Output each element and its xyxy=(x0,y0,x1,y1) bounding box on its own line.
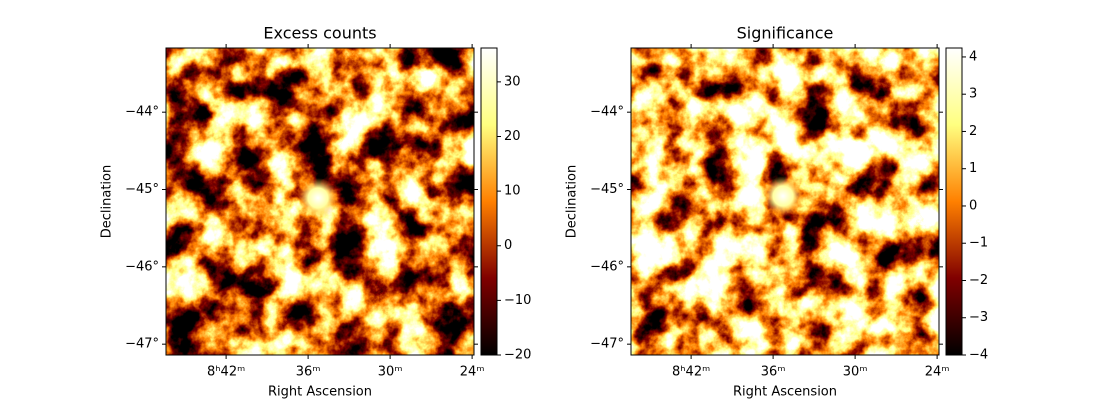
x-tick-label: 36ᵐ xyxy=(761,365,786,380)
y-tick-label: −44° xyxy=(590,105,624,120)
y-axis-label: Declination xyxy=(565,165,580,239)
y-tick-label: −45° xyxy=(590,182,624,197)
axes-frame xyxy=(165,47,475,356)
x-tick-label: 36ᵐ xyxy=(296,365,321,380)
colorbar xyxy=(480,47,498,356)
y-tick-label: −44° xyxy=(125,105,159,120)
y-tick-label: −46° xyxy=(590,259,624,274)
colorbar-tick-label: 0 xyxy=(969,198,977,213)
x-tick-label: 24ᵐ xyxy=(925,365,950,380)
colorbar-tick-label: −3 xyxy=(969,310,988,325)
y-tick-label: −45° xyxy=(125,182,159,197)
colorbar-tick-label: 30 xyxy=(504,74,521,89)
y-axis-label: Declination xyxy=(100,165,115,239)
colorbar-tick-label: 4 xyxy=(969,49,977,64)
colorbar-tick-label: −1 xyxy=(969,236,988,251)
colorbar-tick-label: 1 xyxy=(969,161,977,176)
x-tick-label: 30ᵐ xyxy=(843,365,868,380)
panel-title: Significance xyxy=(737,24,834,43)
y-tick-label: −46° xyxy=(125,259,159,274)
x-axis-label: Right Ascension xyxy=(733,385,837,400)
x-tick-label: 8ʰ42ᵐ xyxy=(672,365,710,380)
colorbar-tick-label: 2 xyxy=(969,124,977,139)
colorbar-tick-label: 20 xyxy=(504,129,521,144)
colorbar-tick-label: −10 xyxy=(504,293,531,308)
bright-source xyxy=(298,178,338,218)
x-tick-label: 30ᵐ xyxy=(378,365,403,380)
x-tick-label: 8ʰ42ᵐ xyxy=(207,365,245,380)
y-tick-label: −47° xyxy=(590,337,624,352)
x-axis-label: Right Ascension xyxy=(268,385,372,400)
colorbar xyxy=(945,47,963,356)
colorbar-tick-label: −2 xyxy=(969,273,988,288)
colorbar-tick-label: 3 xyxy=(969,87,977,102)
panel-title: Excess counts xyxy=(263,24,376,43)
x-tick-label: 24ᵐ xyxy=(460,365,485,380)
colorbar-tick-label: 10 xyxy=(504,184,521,199)
colorbar-tick-label: −4 xyxy=(969,348,988,363)
axes-frame xyxy=(630,47,940,356)
colorbar-tick-label: −20 xyxy=(504,348,531,363)
y-tick-label: −47° xyxy=(125,337,159,352)
colorbar-tick-label: 0 xyxy=(504,238,512,253)
bright-source xyxy=(763,176,803,216)
